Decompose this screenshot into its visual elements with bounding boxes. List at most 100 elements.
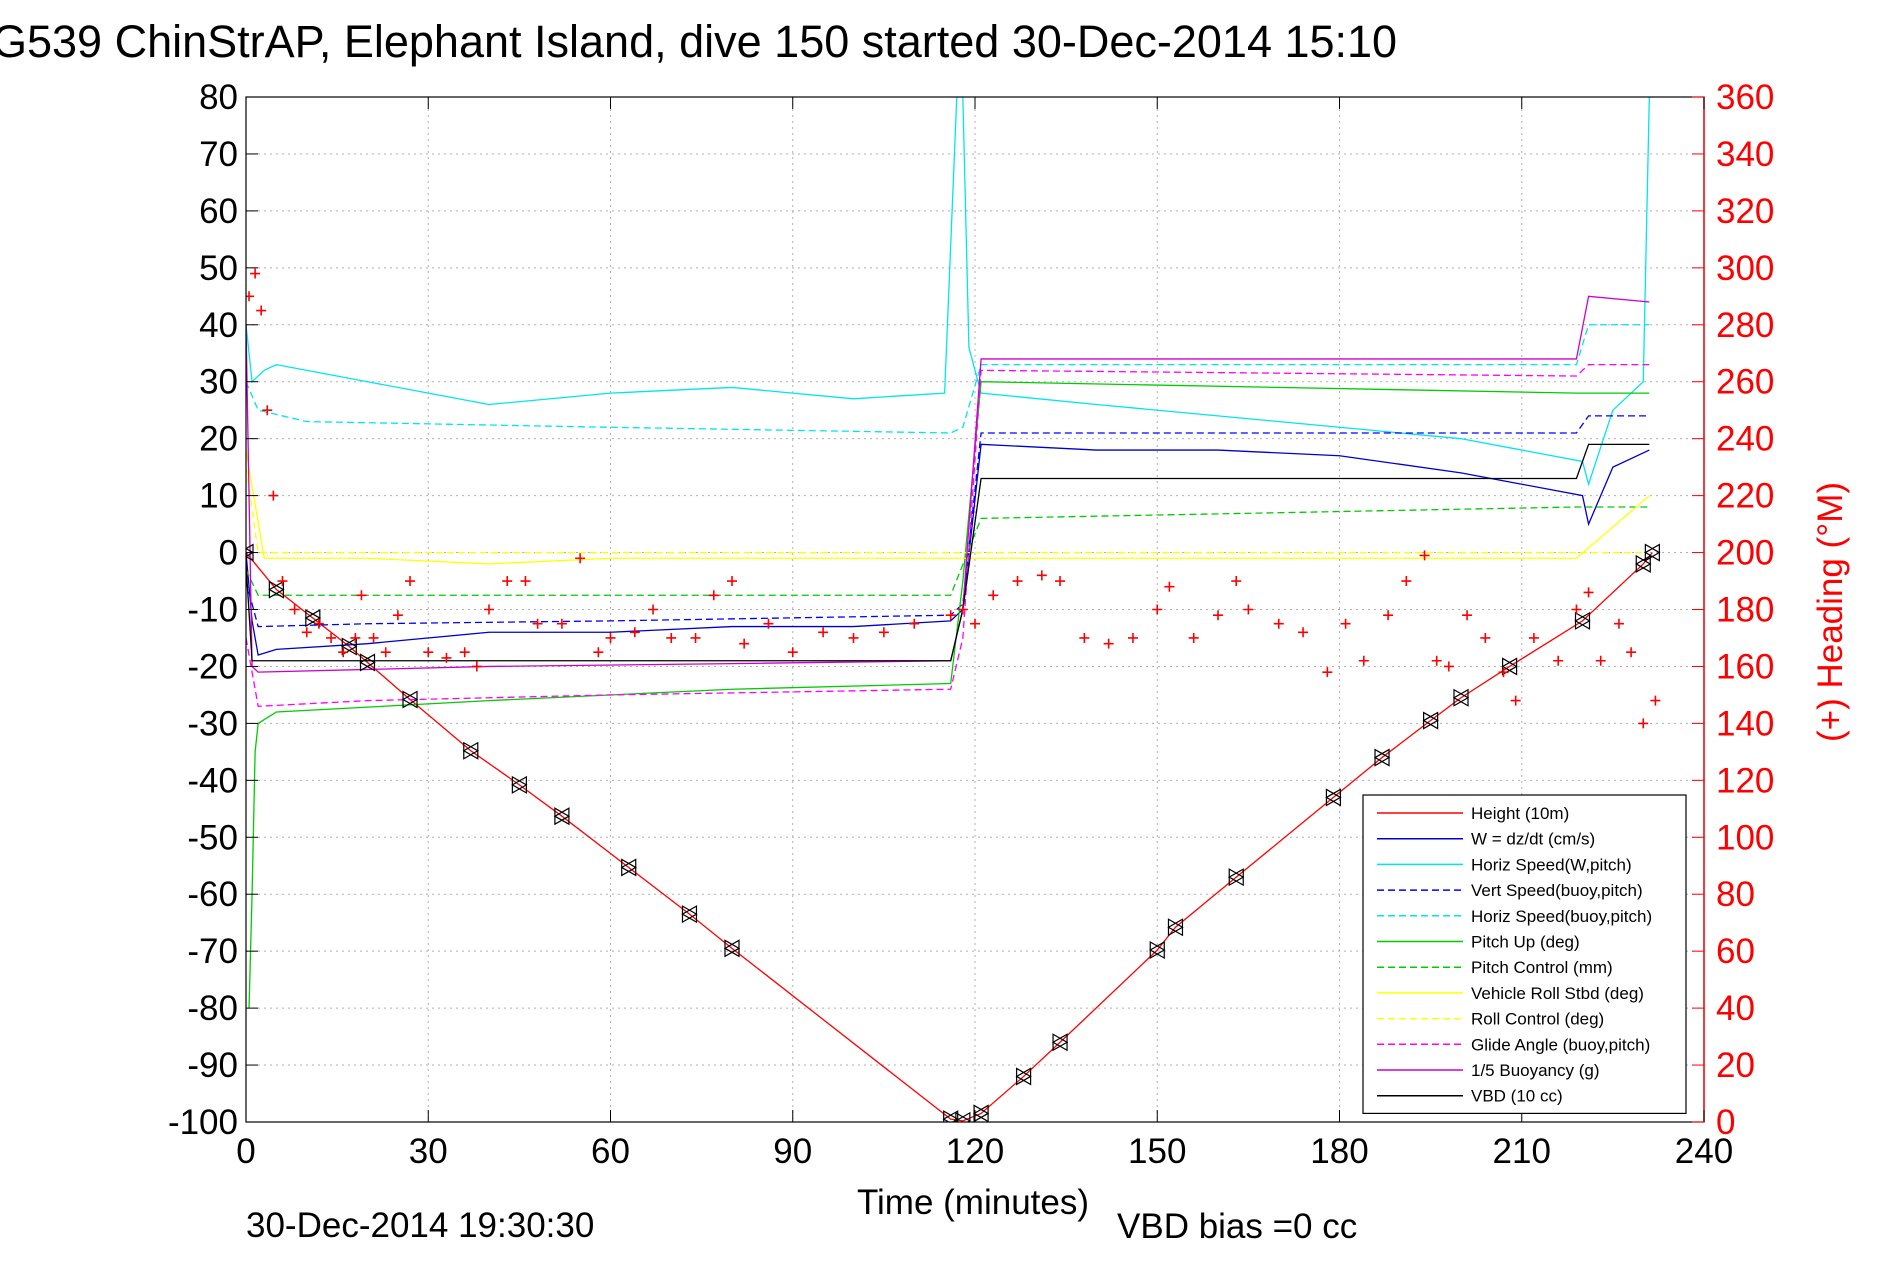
heading-point <box>1213 610 1223 621</box>
heading-point <box>575 553 586 564</box>
height-marker-left <box>359 653 376 672</box>
heading-point <box>289 604 300 615</box>
heading-point <box>1127 632 1138 643</box>
heading-point <box>338 647 349 658</box>
heading-point <box>1036 570 1047 581</box>
y-tick-label: 40 <box>199 306 238 345</box>
y-right-tick-label: 300 <box>1716 249 1774 288</box>
legend-entry: Horiz Speed(buoy,pitch) <box>1471 907 1652 926</box>
heading-point <box>957 604 968 615</box>
series-line <box>246 363 1650 707</box>
height-marker-left <box>1452 688 1469 707</box>
heading-point <box>1103 638 1114 649</box>
heading-point <box>301 627 312 638</box>
legend-box <box>1362 794 1687 1114</box>
y-tick-label: -100 <box>168 1103 238 1142</box>
y-right-tick-label: 20 <box>1716 1046 1755 1085</box>
legend-entry: W = dz/dt (cm/s) <box>1471 830 1595 849</box>
heading-point <box>1480 632 1491 643</box>
heading-point <box>763 618 774 629</box>
y-right-tick-label: 80 <box>1716 875 1755 914</box>
height-marker-left <box>620 858 637 877</box>
series-line <box>248 381 1650 1009</box>
heading-point <box>459 647 470 658</box>
y-right-tick-label: 240 <box>1716 420 1774 459</box>
heading-point <box>708 590 719 601</box>
y-tick-label: -20 <box>187 647 238 686</box>
heading-point <box>1510 695 1521 706</box>
series-line <box>246 552 1653 1122</box>
heading-point <box>268 490 279 501</box>
height-marker-left <box>954 1111 971 1122</box>
y-right-tick-label: 260 <box>1716 363 1774 402</box>
y-tick-label: -30 <box>187 704 238 743</box>
height-marker-left <box>1574 611 1591 630</box>
heading-point <box>326 632 337 643</box>
series-line <box>246 97 1653 487</box>
heading-point <box>246 291 255 302</box>
height-marker-left <box>401 690 418 709</box>
x-tick-label: 240 <box>1675 1132 1733 1171</box>
height-marker-left <box>511 775 527 794</box>
y-right-tick-label: 160 <box>1716 647 1774 686</box>
height-marker-left <box>972 1104 989 1122</box>
legend-entry: Height (10m) <box>1471 804 1569 823</box>
heading-point <box>405 576 416 587</box>
heading-point <box>392 610 403 621</box>
footer-timestamp: 30-Dec-2014 19:30:30 <box>246 1206 594 1245</box>
y-tick-label: -80 <box>187 989 238 1028</box>
legend-entry: Vehicle Roll Stbd (deg) <box>1471 984 1644 1003</box>
height-marker-left <box>268 580 284 599</box>
heading-point <box>1443 661 1454 672</box>
height-marker-left <box>1015 1067 1032 1086</box>
legend-entry: Horiz Speed(W,pitch) <box>1471 855 1632 874</box>
legend-entry: VBD (10 cc) <box>1471 1087 1563 1106</box>
height-marker-left <box>1167 918 1184 937</box>
series-line <box>246 443 1650 656</box>
y-tick-label: -10 <box>187 591 238 630</box>
heading-point <box>1401 576 1412 587</box>
y-tick-label: 50 <box>199 249 238 288</box>
x-tick-label: 60 <box>591 1132 630 1171</box>
y-tick-label: 80 <box>199 78 238 117</box>
heading-point <box>1273 618 1284 629</box>
x-tick-label: 180 <box>1310 1132 1368 1171</box>
heading-point <box>1553 655 1564 666</box>
y-tick-label: 0 <box>219 534 238 573</box>
height-marker-left <box>304 609 321 628</box>
heading-point <box>1243 604 1254 615</box>
x-tick-label: 210 <box>1493 1132 1551 1171</box>
heading-point <box>593 647 604 658</box>
heading-point <box>1638 718 1649 729</box>
y-tick-label: 20 <box>199 420 238 459</box>
y-tick-label: -60 <box>187 875 238 914</box>
heading-point <box>629 627 640 638</box>
legend-entry: Glide Angle (buoy,pitch) <box>1471 1035 1650 1054</box>
heading-point <box>727 576 737 587</box>
height-marker-left <box>462 741 479 760</box>
plot-area <box>246 97 1661 1122</box>
heading-point <box>520 576 531 587</box>
legend-entry: Pitch Up (deg) <box>1471 933 1580 952</box>
heading-point <box>262 405 273 416</box>
legend-entry: Roll Control (deg) <box>1471 1010 1604 1029</box>
y-tick-label: 60 <box>199 192 238 231</box>
heading-point <box>909 618 920 629</box>
y-right-tick-label: 200 <box>1716 534 1774 573</box>
heading-point <box>423 647 434 658</box>
x-tick-label: 150 <box>1128 1132 1186 1171</box>
legend: Height (10m) W = dz/dt (cm/s) Horiz Speed(… <box>1362 794 1687 1114</box>
x-tick-label: 30 <box>409 1132 448 1171</box>
heading-point <box>970 618 980 629</box>
heading-point <box>787 647 798 658</box>
heading-point <box>1583 587 1594 598</box>
heading-point <box>368 632 379 643</box>
x-tick-label: 120 <box>946 1132 1004 1171</box>
heading-point <box>380 647 391 658</box>
heading-point <box>532 618 543 629</box>
chart-title: G539 ChinStrAP, Elephant Island, dive 15… <box>0 16 1397 67</box>
y-right-tick-label: 360 <box>1716 78 1774 117</box>
heading-point <box>988 590 999 601</box>
heading-point <box>277 576 288 587</box>
